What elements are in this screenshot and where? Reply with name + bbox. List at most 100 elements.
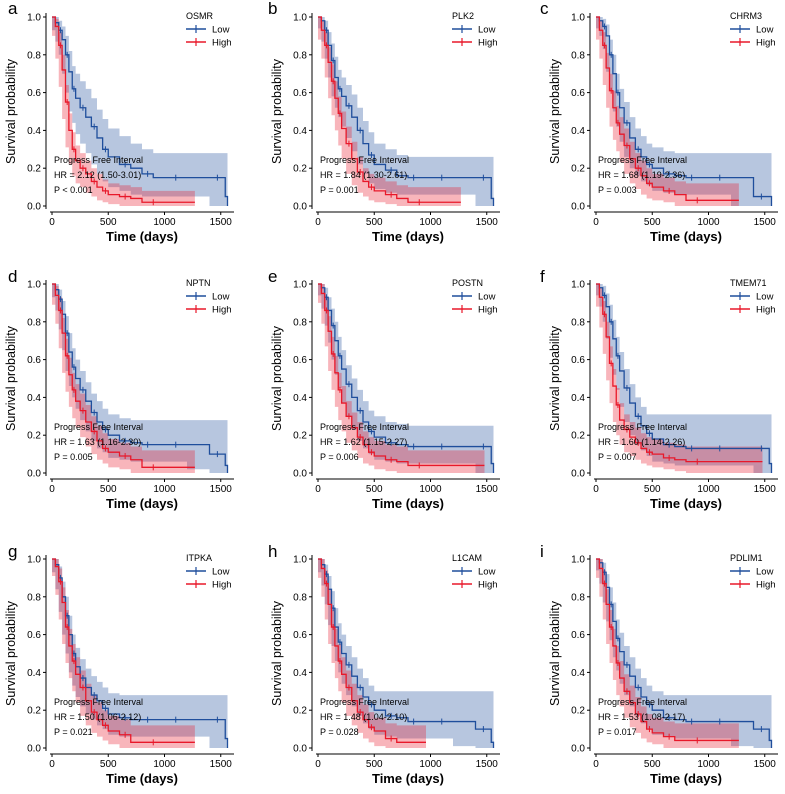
annotation-line: P = 0.028 (320, 727, 359, 737)
x-tick-label: 500 (644, 484, 661, 495)
survival-curve-high (52, 16, 195, 203)
panel-letter: h (268, 542, 277, 561)
annotation-line: P = 0.007 (598, 452, 637, 462)
legend: OSMR Low High (186, 11, 232, 49)
panel-d: d 0.0 0.2 0.4 0.6 0.8 1.0 0 500 1000 1500 Survival … (4, 267, 234, 511)
y-tick-label: 0.2 (571, 706, 585, 717)
panel-f: f 0.0 0.2 0.4 0.6 0.8 1.0 0 500 1000 1500 Survival … (540, 267, 778, 511)
x-tick-label: 500 (100, 759, 117, 770)
annotation-line: P = 0.017 (598, 727, 637, 737)
y-tick-label: 0.0 (571, 469, 585, 480)
panel-letter: g (8, 542, 17, 561)
x-tick-label: 0 (315, 759, 321, 770)
y-tick-label: 0.2 (27, 706, 41, 717)
ci-band-low (318, 17, 494, 206)
y-tick-label: 0.2 (27, 164, 41, 175)
y-tick-label: 1.0 (27, 280, 41, 291)
y-axis-label: Survival probability (270, 600, 284, 706)
y-tick-label: 1.0 (571, 280, 585, 291)
x-tick-label: 1000 (153, 217, 176, 228)
y-tick-label: 1.0 (571, 555, 585, 566)
y-tick-label: 0.8 (571, 317, 585, 328)
x-tick-label: 0 (593, 217, 599, 228)
legend-label-low: Low (478, 567, 496, 578)
legend-title: PLK2 (452, 11, 474, 21)
annotation-line: P = 0.003 (598, 185, 637, 195)
panel-letter: c (540, 0, 549, 18)
legend: PDLIM1 Low High (730, 553, 776, 591)
ci-band-low (52, 559, 228, 748)
x-tick-label: 1000 (697, 217, 720, 228)
x-tick-label: 1500 (476, 484, 499, 495)
x-tick-label: 500 (366, 217, 383, 228)
annotation-line: HR = 1.63 (1.16-2.30) (54, 437, 141, 447)
y-tick-label: 0.6 (571, 355, 585, 366)
x-tick-label: 0 (315, 217, 321, 228)
survival-curve-low (318, 16, 495, 206)
ci-band-low (318, 559, 494, 748)
legend-label-low: Low (212, 25, 230, 36)
y-tick-label: 0.6 (571, 88, 585, 99)
annotation-line: P = 0.005 (54, 452, 93, 462)
x-tick-label: 1000 (153, 759, 176, 770)
survival-curve-high (318, 16, 461, 203)
x-tick-label: 500 (366, 759, 383, 770)
x-axis-label: Time (days) (372, 496, 444, 511)
y-tick-label: 0.8 (293, 592, 307, 603)
y-tick-label: 0.2 (571, 164, 585, 175)
x-tick-label: 0 (593, 484, 599, 495)
annotation-line: P = 0.001 (320, 185, 359, 195)
y-axis-label: Survival probability (4, 325, 18, 431)
x-tick-label: 1500 (754, 484, 777, 495)
legend-title: TMEM71 (730, 278, 767, 288)
x-tick-label: 1000 (153, 484, 176, 495)
y-tick-label: 1.0 (27, 13, 41, 24)
y-axis-label: Survival probability (4, 58, 18, 164)
panel-c: c 0.0 0.2 0.4 0.6 0.8 1.0 0 500 1000 1500 Survival … (540, 0, 778, 244)
y-tick-label: 0.0 (571, 202, 585, 213)
legend: L1CAM Low High (452, 553, 498, 591)
y-axis-label: Survival probability (270, 325, 284, 431)
annotation-line: HR = 1.62 (1.15-2.27) (320, 437, 407, 447)
y-tick-label: 0.4 (27, 393, 41, 404)
annotation-line: P = 0.021 (54, 727, 93, 737)
y-tick-label: 0.2 (293, 431, 307, 442)
x-tick-label: 1000 (697, 484, 720, 495)
annotation-line: HR = 2.12 (1.50-3.01) (54, 170, 141, 180)
annotation-line: Progress Free Interval (320, 422, 409, 432)
survival-curve-high (52, 283, 195, 468)
legend-label-high: High (756, 305, 776, 316)
x-tick-label: 0 (49, 759, 55, 770)
y-tick-label: 0.6 (27, 630, 41, 641)
x-axis-label: Time (days) (650, 771, 722, 786)
ci-band-high (318, 284, 485, 473)
y-axis-label: Survival probability (548, 58, 562, 164)
y-tick-label: 0.2 (27, 431, 41, 442)
y-tick-label: 0.6 (571, 630, 585, 641)
annotation-line: HR = 1.84 (1.30-2.61) (320, 170, 407, 180)
annotation-line: HR = 1.53 (1.08-2.17) (598, 712, 685, 722)
legend-label-high: High (478, 38, 498, 49)
y-tick-label: 0.6 (27, 355, 41, 366)
panel-letter: a (8, 0, 18, 18)
panel-letter: b (268, 0, 277, 18)
legend-label-low: Low (478, 25, 496, 36)
y-tick-label: 0.8 (27, 592, 41, 603)
annotation-line: Progress Free Interval (54, 697, 143, 707)
survival-curve-high (318, 283, 485, 467)
legend-label-high: High (756, 38, 776, 49)
x-tick-label: 1500 (476, 759, 499, 770)
survival-curve-low (596, 283, 773, 473)
y-tick-label: 0.8 (571, 50, 585, 61)
panel-b: b 0.0 0.2 0.4 0.6 0.8 1.0 0 500 1000 1500 Survival … (268, 0, 500, 244)
x-tick-label: 500 (644, 759, 661, 770)
survival-curve-high (596, 16, 739, 201)
panel-e: e 0.0 0.2 0.4 0.6 0.8 1.0 0 500 1000 1500 Survival … (268, 267, 500, 511)
y-tick-label: 0.4 (27, 668, 41, 679)
x-axis-label: Time (days) (372, 229, 444, 244)
y-tick-label: 0.8 (27, 317, 41, 328)
panel-letter: f (540, 267, 545, 286)
y-tick-label: 1.0 (293, 555, 307, 566)
y-tick-label: 0.0 (293, 744, 307, 755)
